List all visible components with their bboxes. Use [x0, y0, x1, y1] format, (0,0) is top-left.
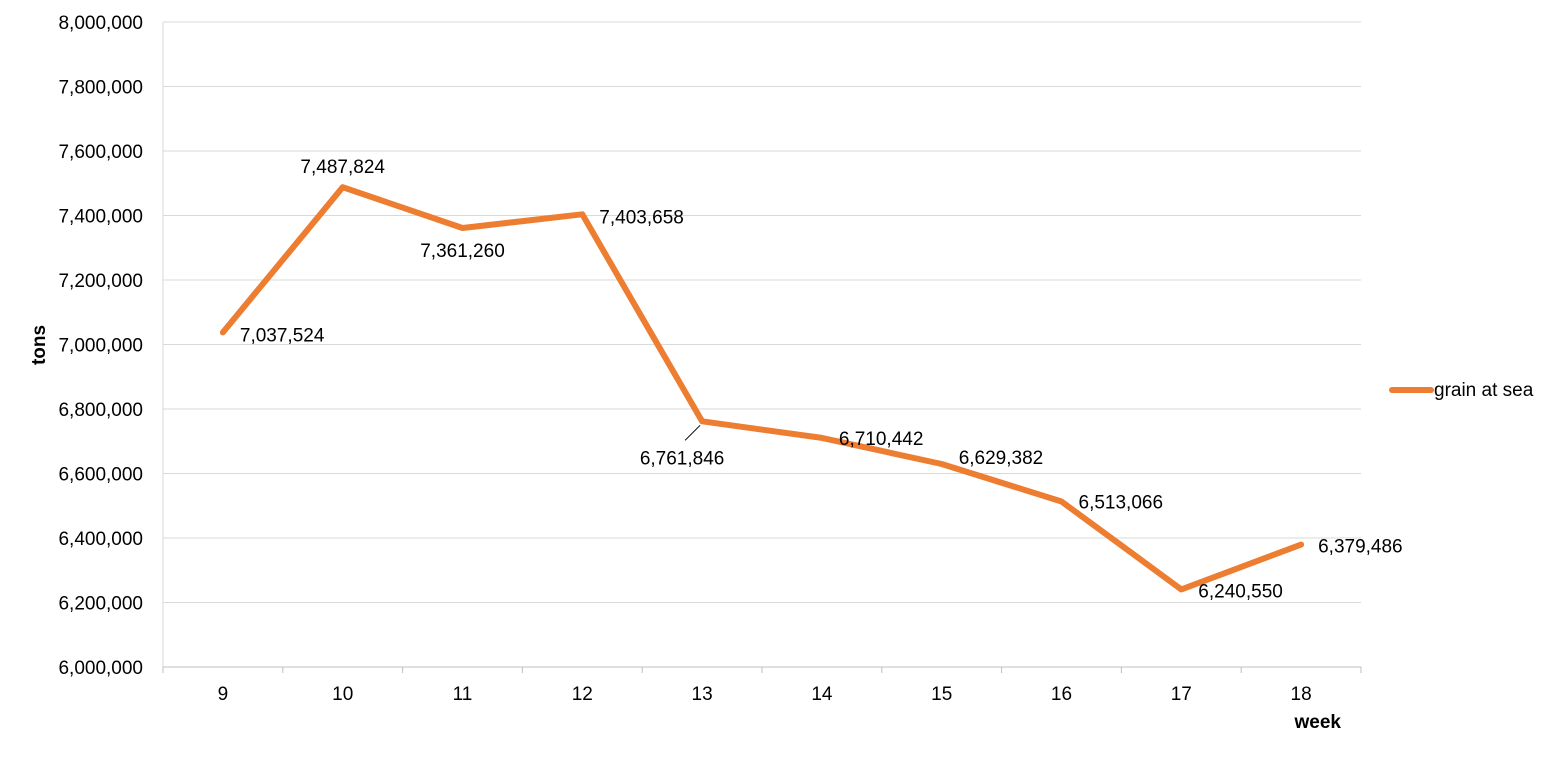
- legend-label-grain-at-sea: grain at sea: [1434, 380, 1534, 401]
- data-label: 6,379,486: [1318, 537, 1403, 558]
- y-tick-label: 6,200,000: [58, 594, 143, 615]
- x-tick-label: 14: [811, 684, 833, 705]
- axes: [162, 22, 1362, 673]
- data-label: 7,487,824: [300, 157, 385, 178]
- series-line-grain-at-sea: [219, 184, 1305, 593]
- data-label: 6,710,442: [839, 429, 924, 450]
- x-tick-labels: 9 10 11 12 13 14 15 16 17 18: [218, 684, 1312, 705]
- y-tick-label: 7,200,000: [58, 271, 143, 292]
- data-label: 6,761,846: [640, 448, 725, 469]
- x-tick-label: 10: [332, 684, 353, 705]
- x-tick-label: 12: [572, 684, 593, 705]
- gridlines: [163, 21, 1361, 603]
- legend: grain at sea: [1389, 380, 1534, 401]
- y-tick-label: 7,800,000: [58, 78, 143, 99]
- x-tick-label: 15: [931, 684, 952, 705]
- y-tick-label: 7,000,000: [58, 336, 143, 357]
- y-tick-label: 6,000,000: [58, 658, 143, 679]
- y-tick-label: 7,600,000: [58, 142, 143, 163]
- y-tick-label: 7,400,000: [58, 207, 143, 228]
- data-label: 6,240,550: [1198, 581, 1283, 602]
- data-labels: 7,037,524 7,487,824 7,361,260 7,403,658 6,76…: [240, 157, 1403, 602]
- y-tick-label: 8,000,000: [58, 13, 143, 34]
- data-label-leader: [684, 424, 701, 441]
- y-tick-labels: 6,000,000 6,200,000 6,400,000 6,600,000 6,80…: [58, 13, 143, 679]
- series-layer: [219, 184, 1305, 593]
- x-tick-label: 17: [1171, 684, 1192, 705]
- x-tick-label: 9: [218, 684, 229, 705]
- data-label: 7,403,658: [599, 207, 684, 228]
- y-tick-label: 6,600,000: [58, 465, 143, 486]
- data-label: 6,629,382: [959, 448, 1044, 469]
- x-tick-label: 13: [692, 684, 713, 705]
- y-axis-title: tons: [29, 325, 50, 365]
- x-tick-label: 11: [453, 684, 473, 705]
- x-tick-label: 16: [1051, 684, 1072, 705]
- x-tick-label: 18: [1291, 684, 1312, 705]
- data-label: 7,361,260: [420, 241, 505, 262]
- y-tick-label: 6,400,000: [58, 529, 143, 550]
- x-axis-title: week: [1294, 712, 1342, 733]
- data-label: 7,037,524: [240, 325, 325, 346]
- data-label: 6,513,066: [1079, 493, 1164, 514]
- y-tick-label: 6,800,000: [58, 400, 143, 421]
